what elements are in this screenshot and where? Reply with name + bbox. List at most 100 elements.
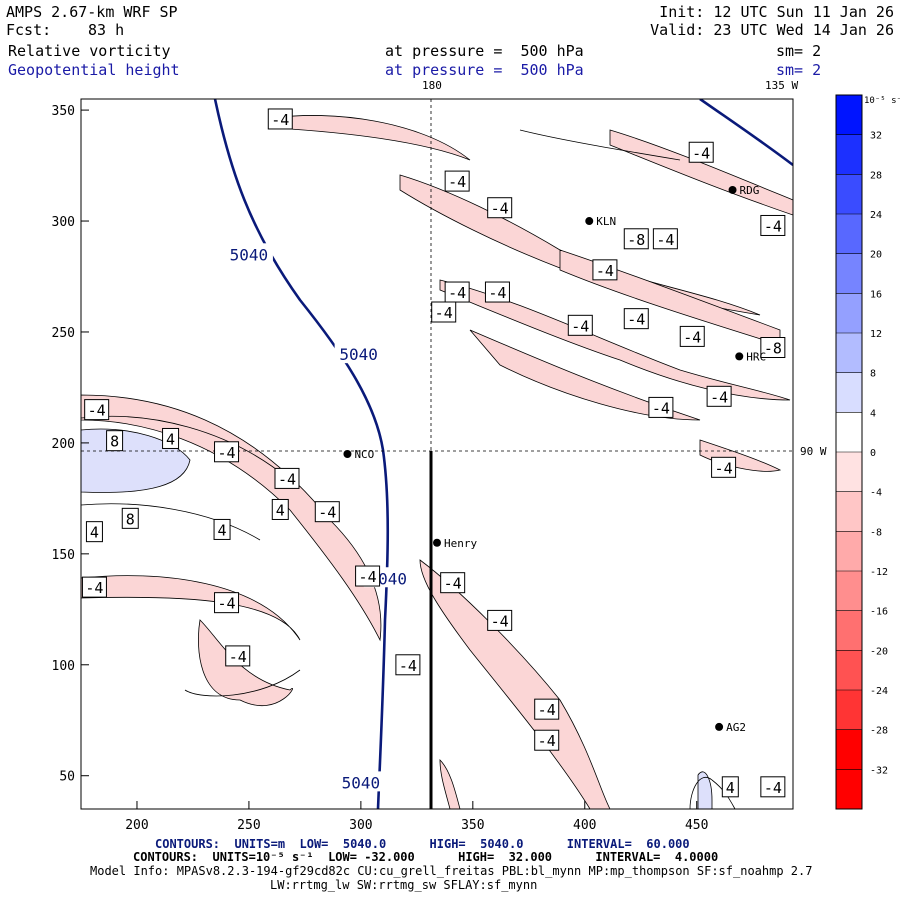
- vorticity-label-box: [567, 314, 593, 336]
- colorbar-segment: [836, 690, 862, 731]
- vorticity-label: -4: [448, 173, 466, 191]
- colorbar-level-label: 24: [870, 210, 882, 221]
- field1-level: at pressure = 500 hPa: [385, 42, 584, 60]
- colorbar-segment: [836, 610, 862, 651]
- vorticity-label: 4: [276, 501, 285, 519]
- station-label: NCO: [354, 448, 374, 461]
- colorbar-level-label: 32: [870, 131, 882, 142]
- colorbar-level-label: 4: [870, 408, 876, 419]
- height-label-bg: [336, 771, 385, 792]
- colorbar-segment: [836, 134, 862, 175]
- vorticity-contour-lines: [81, 129, 736, 809]
- colorbar-segment: [836, 491, 862, 532]
- vorticity-label: 8: [110, 433, 119, 451]
- y-tick-label: 350: [52, 104, 75, 119]
- vorticity-label-box: [444, 281, 470, 303]
- meridian-180-label: 180: [422, 79, 442, 92]
- vorticity-label-box: [444, 170, 470, 192]
- vorticity-label: -4: [488, 284, 506, 302]
- vorticity-label: -4: [318, 504, 336, 522]
- vorticity-label: -4: [399, 657, 417, 675]
- colorbar-segment: [836, 650, 862, 691]
- height-contour-5040-ne: [699, 99, 793, 167]
- y-tick-label: 150: [52, 548, 75, 563]
- vorticity-label: -4: [444, 575, 462, 593]
- footer-height-contours: CONTOURS: UNITS=m LOW= 5040.0 HIGH= 5040…: [155, 837, 690, 851]
- field1-name: Relative vorticity: [8, 42, 171, 60]
- vorticity-label-box: [623, 228, 649, 250]
- y-tick-label: 50: [59, 770, 75, 785]
- vorticity-label-box: [706, 385, 732, 407]
- vorticity-label-box: [431, 301, 457, 323]
- footer-vorticity-contours: CONTOURS: UNITS=10⁻⁵ s⁻¹ LOW= -32.000 HI…: [133, 850, 719, 864]
- colorbar-segment: [836, 293, 862, 334]
- vorticity-label-box: [623, 308, 649, 330]
- colorbar-segment: [836, 174, 862, 215]
- colorbar-segment: [836, 372, 862, 413]
- field1-smooth: sm= 2: [776, 42, 822, 60]
- colorbar-level-label: -4: [870, 488, 882, 499]
- station-label: KLN: [596, 215, 616, 228]
- station-label: Henry: [444, 537, 477, 550]
- vorticity-label: -4: [764, 779, 782, 797]
- height-label: 5040: [339, 345, 378, 364]
- vorticity-label: -4: [88, 402, 106, 420]
- vorticity-label: -4: [692, 144, 710, 162]
- vorticity-label: -4: [571, 317, 589, 335]
- colorbar-unit: 10⁻⁵ s⁻¹: [864, 96, 900, 106]
- vorticity-label: -4: [448, 284, 466, 302]
- vorticity-label-box: [760, 337, 786, 358]
- station-marker: [433, 538, 441, 547]
- colorbar-segment: [836, 571, 862, 612]
- colorbar-segment: [836, 412, 862, 453]
- vorticity-label-box: [81, 576, 107, 598]
- vorticity-label: -4: [596, 262, 614, 280]
- vorticity-label: -4: [538, 732, 556, 750]
- plot-frame: [80, 98, 794, 810]
- vorticity-label-box: [688, 141, 714, 163]
- height-label-bg: [334, 343, 383, 364]
- colorbar-segment: [836, 531, 862, 572]
- colorbar-level-label: 28: [870, 170, 882, 181]
- vorticity-label-box: [121, 507, 139, 529]
- y-tick-label: 100: [52, 659, 75, 674]
- vorticity-label-box: [760, 776, 786, 798]
- vorticity-label: -4: [435, 304, 453, 322]
- vorticity-label-box: [760, 214, 786, 236]
- colorbar-level-label: 0: [870, 448, 876, 459]
- vorticity-label: -4: [278, 470, 296, 488]
- x-tick-label: 250: [237, 818, 260, 833]
- field2-smooth: sm= 2: [776, 61, 822, 79]
- height-label: 5040: [342, 773, 381, 792]
- x-tick-label: 350: [461, 818, 484, 833]
- colorbar-segment: [836, 214, 862, 255]
- colorbar-segment: [836, 333, 862, 374]
- x-tick-label: 450: [685, 818, 708, 833]
- vorticity-label-box: [225, 645, 251, 667]
- vorticity-label-box: [84, 399, 110, 421]
- colorbar-level-label: 12: [870, 329, 882, 340]
- vorticity-label: 4: [166, 430, 175, 448]
- height-contour-5040: [213, 99, 390, 809]
- footer-model-info-2: LW:rrtmg_lw SW:rrtmg_sw SFLAY:sf_mynn: [270, 878, 538, 892]
- station-marker: [715, 722, 724, 731]
- vorticity-label-box: [487, 197, 513, 219]
- colorbar-segment: [836, 452, 862, 493]
- colorbar-level-label: -24: [870, 686, 888, 697]
- vorticity-label-box: [721, 776, 739, 798]
- meridian-90w-label: 90 W: [800, 445, 827, 458]
- vorticity-label: 4: [218, 521, 227, 539]
- vorticity-label: 4: [90, 524, 99, 542]
- vorticity-label: -4: [218, 444, 236, 462]
- vorticity-label-box: [487, 609, 513, 631]
- station-label: HRC: [746, 350, 766, 363]
- colorbar-level-label: -16: [870, 607, 888, 618]
- vorticity-label: -4: [218, 595, 236, 613]
- vorticity-label: -4: [491, 612, 509, 630]
- x-tick-label: 200: [125, 818, 148, 833]
- vorticity-label: -4: [627, 311, 645, 329]
- vorticity-label-box: [652, 228, 678, 250]
- colorbar-level-label: -8: [870, 527, 882, 538]
- colorbar-level-label: -32: [870, 765, 888, 776]
- vorticity-label-box: [106, 430, 124, 452]
